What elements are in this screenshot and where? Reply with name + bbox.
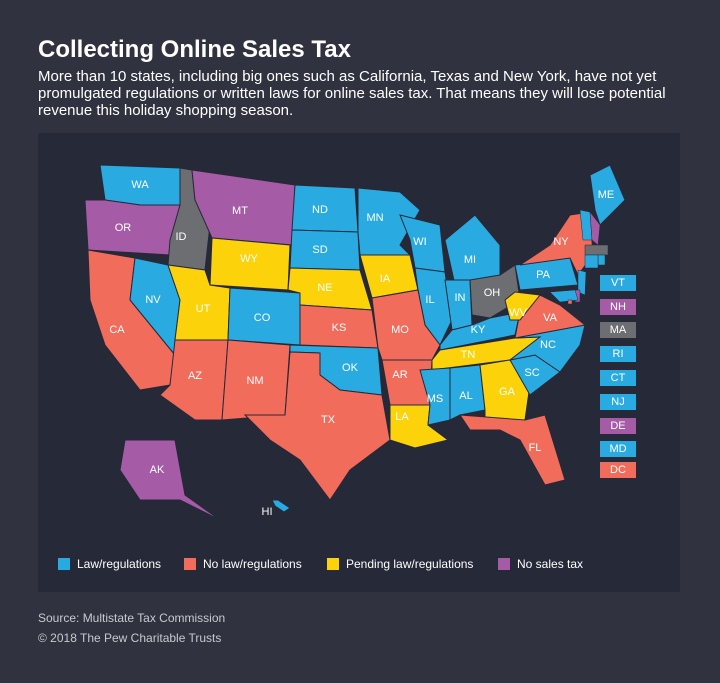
legend-label: No law/regulations — [203, 557, 302, 571]
state-label: MD — [609, 443, 626, 455]
state — [504, 291, 541, 321]
state-label: IA — [380, 273, 391, 285]
state-label: NM — [246, 375, 263, 387]
state-label: OH — [484, 287, 501, 299]
state-label: PA — [536, 269, 551, 281]
state-box — [600, 394, 636, 410]
state-label: ID — [176, 231, 187, 243]
state-label: OR — [115, 222, 132, 234]
state-box — [600, 418, 636, 434]
state — [357, 187, 421, 256]
state-label: IL — [425, 294, 434, 306]
title: Collecting Online Sales Tax — [38, 36, 351, 63]
state-label: CO — [254, 312, 271, 324]
state-label: FL — [529, 442, 542, 454]
state-label: DE — [610, 420, 625, 432]
state — [119, 439, 221, 521]
state-label: WI — [413, 236, 426, 248]
legend-swatch — [184, 558, 196, 570]
state-label: GA — [499, 386, 516, 398]
state — [444, 214, 501, 286]
state-label: NY — [553, 236, 569, 248]
state-box — [600, 462, 636, 478]
state-label: CA — [109, 324, 125, 336]
state-label: UT — [196, 303, 211, 315]
state-box — [600, 441, 636, 457]
state-label: AZ — [188, 370, 202, 382]
state-label: NC — [540, 339, 556, 351]
state — [584, 244, 609, 256]
state-label: SC — [524, 367, 539, 379]
state-label: KS — [332, 322, 347, 334]
state-label: AR — [392, 369, 407, 381]
legend-label: Law/regulations — [77, 557, 161, 571]
state — [597, 254, 606, 266]
state-label: MN — [366, 212, 383, 224]
state-label: HI — [262, 506, 273, 518]
state-label: DC — [610, 464, 626, 476]
legend-label: No sales tax — [517, 557, 583, 571]
state-label: VT — [611, 277, 625, 289]
legend-swatch — [58, 558, 70, 570]
state-label: CT — [611, 372, 626, 384]
state-label: RI — [613, 348, 624, 360]
state-box — [600, 370, 636, 386]
state-label: VA — [543, 312, 558, 324]
state — [449, 364, 486, 421]
state — [459, 414, 566, 486]
state — [84, 199, 181, 256]
state-label: ND — [312, 204, 328, 216]
state-label: MA — [610, 324, 627, 336]
state-label: AK — [150, 464, 165, 476]
state-label: ME — [598, 189, 615, 201]
state — [577, 269, 587, 296]
state-box — [600, 299, 636, 315]
state — [509, 324, 586, 373]
state — [271, 499, 291, 513]
state — [243, 351, 391, 501]
state-label: MS — [427, 393, 444, 405]
state-label: MT — [232, 205, 248, 217]
state-label: NJ — [611, 396, 624, 408]
state-label: NV — [145, 294, 161, 306]
copyright: © 2018 The Pew Charitable Trusts — [38, 631, 222, 645]
state-label: WA — [131, 179, 149, 191]
state — [589, 164, 626, 226]
state-label: LA — [395, 411, 409, 423]
state-label: WV — [509, 307, 527, 319]
state-label: NH — [610, 301, 626, 313]
state-box — [600, 275, 636, 291]
state-label: TX — [321, 414, 336, 426]
state — [419, 367, 451, 426]
legend-swatch — [327, 558, 339, 570]
state-label: NE — [317, 282, 332, 294]
state-label: KY — [471, 324, 486, 336]
state — [584, 254, 599, 269]
state-box — [600, 346, 636, 362]
state — [371, 289, 441, 361]
subtitle: More than 10 states, including big ones … — [38, 68, 666, 119]
state-label: TN — [461, 349, 476, 361]
state-label: OK — [342, 362, 359, 374]
source: Source: Multistate Tax Commission — [38, 611, 226, 625]
state-label: SD — [312, 244, 327, 256]
state — [549, 289, 579, 303]
legend-swatch — [498, 558, 510, 570]
state-label: MO — [391, 324, 409, 336]
state — [567, 299, 573, 305]
state-label: AL — [459, 390, 472, 402]
state-label: IN — [455, 292, 466, 304]
legend-label: Pending law/regulations — [346, 557, 473, 571]
state-label: MI — [464, 254, 476, 266]
state-box — [600, 322, 636, 338]
state-label: WY — [240, 253, 258, 265]
